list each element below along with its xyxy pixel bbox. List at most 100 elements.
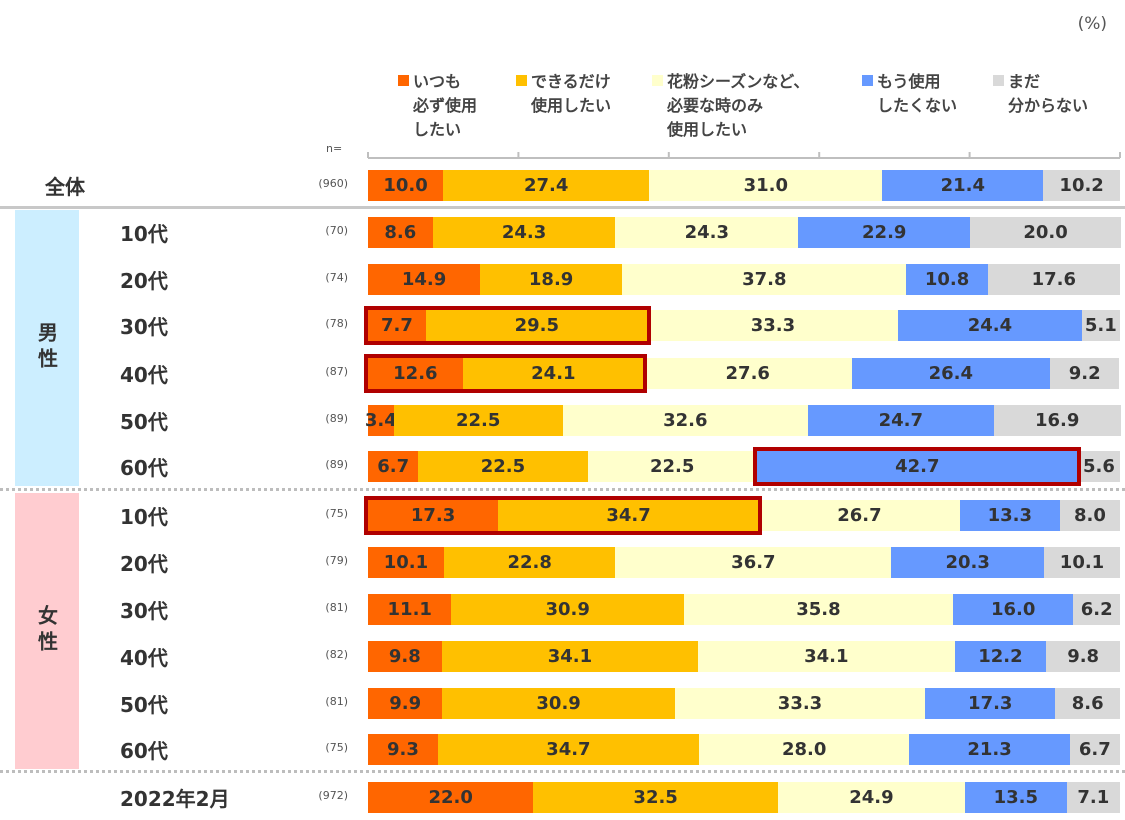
data-label: 36.7 — [731, 551, 776, 573]
data-label: 10.0 — [383, 174, 428, 196]
data-label: 5.6 — [1082, 455, 1115, 477]
bar-segment: 30.9 — [451, 593, 684, 625]
bar-segment: 34.1 — [441, 640, 699, 672]
bar-segment: 9.8 — [368, 640, 442, 672]
bar-segment: 3.4 — [365, 404, 397, 436]
bar-segment: 36.7 — [615, 546, 892, 578]
row-n: (75) — [325, 507, 348, 520]
data-label: 22.5 — [455, 409, 501, 431]
bar-segment: 10.0 — [368, 169, 444, 201]
bar-segment: 34.1 — [698, 640, 955, 672]
row-n: (79) — [325, 554, 348, 567]
bar-segment: 34.7 — [437, 733, 699, 765]
data-label: 29.5 — [514, 314, 560, 336]
data-label: 26.4 — [928, 362, 973, 384]
data-label: 10.8 — [924, 268, 970, 290]
highlight-box — [364, 495, 763, 535]
bar-segment: 7.7 — [368, 309, 426, 341]
highlight-box — [364, 353, 647, 393]
data-label: 21.4 — [940, 174, 986, 196]
bar-segment: 21.4 — [882, 169, 1044, 201]
bar-segment: 14.9 — [368, 263, 481, 295]
data-label: 18.9 — [528, 268, 574, 290]
bar-segment: 10.8 — [906, 263, 988, 295]
separator-gender — [0, 488, 1125, 491]
bar-segment: 42.7 — [756, 450, 1078, 482]
data-label: 10.1 — [383, 551, 429, 573]
data-label: 24.1 — [531, 362, 576, 384]
data-label: 6.7 — [1078, 738, 1111, 760]
bar-segment: 33.3 — [674, 687, 926, 719]
data-label: 33.3 — [750, 314, 796, 336]
legend-item: もう使用 したくない — [862, 70, 957, 118]
bar-segment: 9.9 — [368, 687, 443, 719]
bar-segment: 24.7 — [807, 404, 994, 436]
row-label: 50代 — [120, 693, 168, 717]
bar-segment: 27.4 — [443, 169, 650, 201]
data-label: 8.0 — [1073, 504, 1106, 526]
data-label: 10.2 — [1059, 174, 1104, 196]
data-label: 17.6 — [1031, 268, 1077, 290]
row-n: (960) — [318, 177, 348, 190]
bar-segment: 32.5 — [533, 781, 778, 813]
row-label: 2022年2月 — [120, 787, 230, 811]
data-label: 34.1 — [547, 645, 593, 667]
bar-segment: 24.3 — [615, 216, 799, 248]
data-label: 22.5 — [480, 455, 526, 477]
bar-segment: 28.0 — [698, 733, 910, 765]
bar-segment: 10.1 — [368, 546, 444, 578]
data-label: 30.9 — [536, 692, 581, 714]
bar-segment: 24.3 — [432, 216, 616, 248]
row-n: (87) — [325, 365, 348, 378]
row-label: 50代 — [120, 410, 168, 434]
data-label: 6.2 — [1080, 598, 1113, 620]
row-label: 40代 — [120, 363, 168, 387]
data-label: 20.3 — [945, 551, 990, 573]
row-n: (81) — [325, 601, 348, 614]
bar-segment: 10.1 — [1044, 546, 1120, 578]
legend-item: まだ 分からない — [993, 70, 1088, 118]
data-label: 8.6 — [1071, 692, 1104, 714]
bar-segment: 17.3 — [368, 499, 499, 531]
data-label: 34.1 — [804, 645, 849, 667]
row-n: (74) — [325, 271, 348, 284]
data-label: 14.9 — [401, 268, 447, 290]
data-label: 13.3 — [987, 504, 1033, 526]
data-label: 22.5 — [649, 455, 695, 477]
data-label: 20.0 — [1023, 221, 1068, 243]
row-n: (81) — [325, 695, 348, 708]
data-label: 21.3 — [967, 738, 1012, 760]
bar-segment: 5.1 — [1081, 309, 1120, 341]
row-label: 10代 — [120, 505, 168, 529]
legend-swatch — [652, 75, 663, 86]
row-label: 60代 — [120, 739, 168, 763]
data-label: 27.6 — [725, 362, 770, 384]
bar-segment: 22.9 — [798, 216, 971, 248]
legend-swatch — [993, 75, 1004, 86]
data-label: 9.8 — [1067, 645, 1100, 667]
bar-segment: 18.9 — [480, 263, 623, 295]
data-label: 10.1 — [1059, 551, 1105, 573]
highlight-box — [752, 446, 1081, 486]
data-label: 24.3 — [501, 221, 547, 243]
row-n: (972) — [318, 789, 348, 802]
legend-label: 花粉シーズンなど、 必要な時のみ 使用したい — [667, 72, 810, 139]
legend-label: いつも 必ず使用 したい — [413, 72, 478, 139]
data-label: 24.4 — [967, 314, 1013, 336]
bar-segment: 10.2 — [1043, 169, 1120, 201]
bar-segment: 22.5 — [587, 450, 757, 482]
data-label: 31.0 — [743, 174, 788, 196]
legend-item: いつも 必ず使用 したい — [398, 70, 477, 142]
data-label: 13.5 — [993, 786, 1039, 808]
bar-segment: 16.9 — [993, 404, 1121, 436]
bar-segment: 22.5 — [393, 404, 563, 436]
data-label: 12.2 — [978, 645, 1023, 667]
row-label: 20代 — [120, 269, 168, 293]
bar-segment: 9.2 — [1050, 357, 1120, 389]
data-label: 26.7 — [837, 504, 882, 526]
legend-label: できるだけ 使用したい — [531, 72, 612, 115]
bar-segment: 24.9 — [777, 781, 966, 813]
bar-segment: 29.5 — [425, 309, 648, 341]
legend-label: もう使用 したくない — [877, 72, 958, 115]
